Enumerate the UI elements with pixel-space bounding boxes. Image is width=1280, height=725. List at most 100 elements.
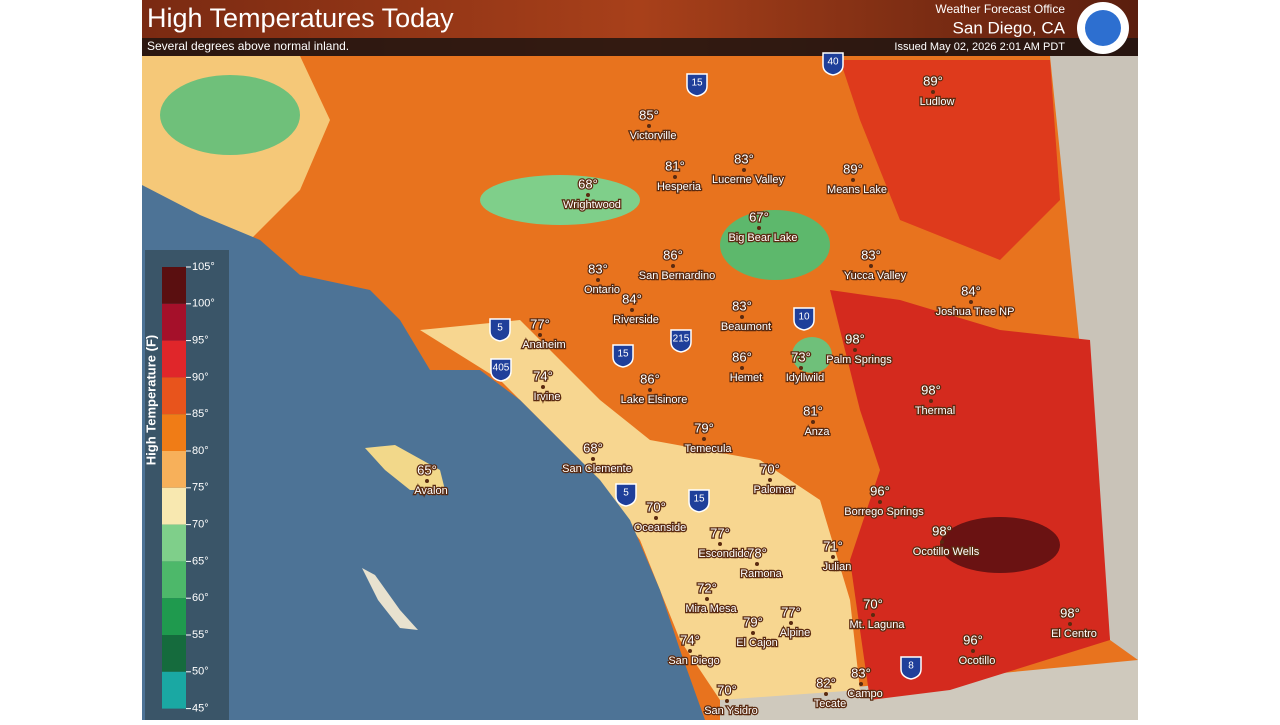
city-dot [768, 478, 772, 482]
city-dot [630, 308, 634, 312]
ocean [142, 185, 705, 720]
legend-swatch [162, 451, 186, 488]
desert-hot [830, 290, 1110, 700]
city-name: Alpine [780, 627, 811, 639]
city-name: Beaumont [721, 321, 771, 333]
interstate-shield [822, 52, 844, 76]
city-name: Irvine [534, 391, 561, 403]
legend-tick-label: 100° [192, 298, 215, 310]
city-dot [425, 479, 429, 483]
location: San Diego, CA [953, 18, 1066, 37]
city-dot [725, 699, 729, 703]
shield-number: 10 [798, 312, 810, 323]
city-name: Wrightwood [563, 199, 621, 211]
city-name: Borrego Springs [844, 506, 924, 518]
subtitle: Several degrees above normal inland. [147, 39, 349, 53]
legend-tick-label: 90° [192, 371, 209, 383]
legend-swatch [162, 635, 186, 672]
shield-number: 5 [497, 323, 503, 334]
city-name: Hemet [730, 372, 762, 384]
city-dot [831, 555, 835, 559]
city-dot [929, 399, 933, 403]
city-temp: 98° [1060, 605, 1080, 620]
city-temp: 96° [963, 632, 983, 647]
city-dot [647, 124, 651, 128]
nws-logo-inner [1085, 10, 1121, 46]
city-name: Victorville [630, 130, 677, 142]
catalina [365, 445, 445, 490]
legend-tick-label: 80° [192, 445, 209, 457]
legend-swatch [162, 598, 186, 635]
legend-swatch [162, 303, 186, 341]
city-temp: 82° [816, 675, 836, 690]
legend-tick-label: 85° [192, 408, 209, 420]
interstate-shield [615, 483, 637, 507]
city-temp: 65° [417, 462, 437, 477]
city-dot [740, 315, 744, 319]
city-name: Temecula [684, 443, 732, 455]
city-temp: 70° [717, 682, 737, 697]
legend-swatch [162, 671, 186, 709]
city-temp: 68° [583, 440, 603, 455]
legend-title: High Temperature (F) [143, 335, 158, 466]
city-name: Palm Springs [826, 354, 892, 366]
interstate-shield [688, 489, 710, 513]
city-dot [541, 385, 545, 389]
city-name: Oceanside [634, 522, 687, 534]
shield-number: 40 [827, 57, 839, 68]
city-name: Riverside [613, 314, 659, 326]
city-name: Anza [804, 426, 830, 438]
city-temp: 72° [697, 580, 717, 595]
city-name: San Ysidro [704, 705, 758, 717]
city-dot [591, 457, 595, 461]
legend-swatch [162, 561, 186, 599]
city-dot [718, 542, 722, 546]
interstate-shield [489, 318, 511, 342]
shield-number: 15 [617, 349, 629, 360]
city-dot [878, 500, 882, 504]
city-name: Anaheim [522, 339, 565, 351]
city-name: Hesperia [657, 181, 702, 193]
city-name: Joshua Tree NP [936, 306, 1015, 318]
city-dot [586, 193, 590, 197]
city-temp: 77° [530, 316, 550, 331]
city-dot [751, 631, 755, 635]
city-temp: 83° [861, 247, 881, 262]
city-temp: 79° [743, 614, 763, 629]
city-dot [1068, 622, 1072, 626]
shield-number: 8 [908, 661, 914, 672]
city-temp: 67° [749, 209, 769, 224]
interstate-shield [490, 358, 512, 382]
city-dot [851, 178, 855, 182]
city-name: El Centro [1051, 628, 1097, 640]
legend-swatch [162, 524, 186, 562]
interstate-shield [686, 73, 708, 97]
city-dot [853, 348, 857, 352]
city-dot [671, 264, 675, 268]
city-dot [538, 333, 542, 337]
city-temp: 70° [646, 499, 666, 514]
city-name: Means Lake [827, 184, 887, 196]
city-name: Lucerne Valley [712, 174, 784, 186]
legend-panel [145, 250, 229, 720]
mountains [160, 75, 300, 155]
legend-swatch [162, 340, 186, 378]
city-temp: 73° [791, 349, 811, 364]
coastal-mild [420, 320, 860, 700]
interstate-shield [900, 656, 922, 680]
city-temp: 98° [845, 331, 865, 346]
legend-tick-label: 75° [192, 482, 209, 494]
city-temp: 84° [961, 283, 981, 298]
city-temp: 85° [639, 107, 659, 122]
city-name: Palomar [754, 484, 795, 496]
city-dot [673, 175, 677, 179]
city-temp: 89° [923, 73, 943, 88]
city-temp: 77° [710, 525, 730, 540]
city-temp: 96° [870, 483, 890, 498]
city-dot [859, 682, 863, 686]
legend-tick-label: 70° [192, 519, 209, 531]
san-clemente-island [362, 568, 418, 630]
city-name: El Cajon [736, 637, 778, 649]
city-name: Tecate [814, 698, 846, 710]
